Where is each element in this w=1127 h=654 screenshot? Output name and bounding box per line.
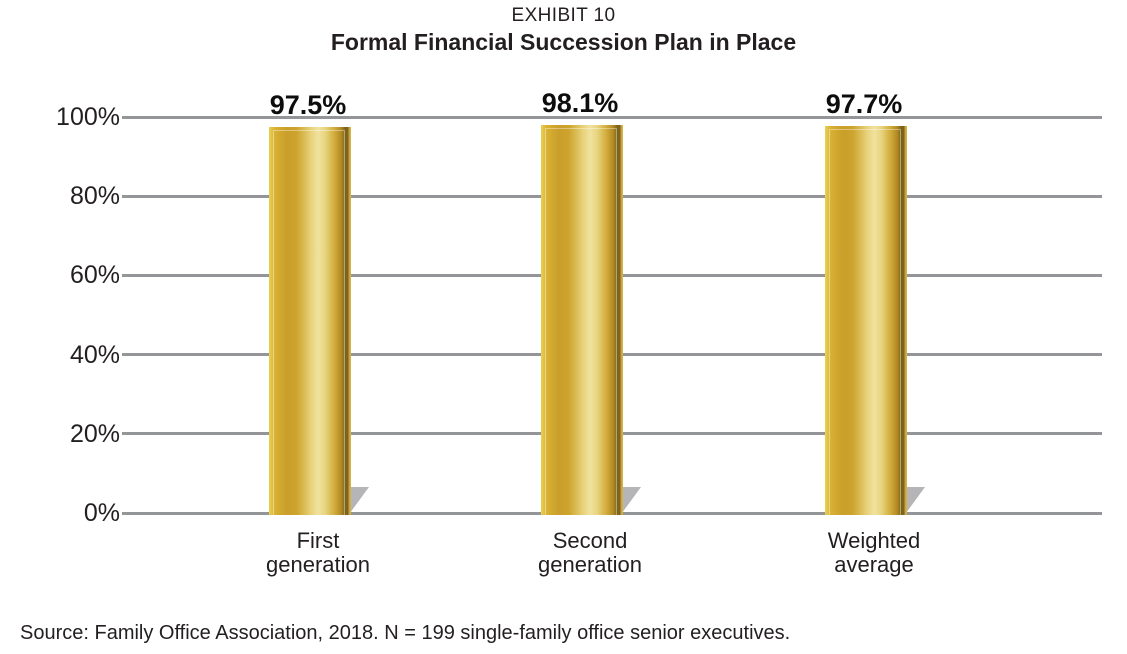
bar-shadow-second-generation	[622, 487, 641, 513]
exhibit-label: EXHIBIT 10	[511, 5, 616, 26]
bar-first-generation	[269, 126, 351, 516]
plot-area: 97.5% First generation 98.1% Second generat…	[122, 88, 1102, 577]
value-label-weighted-average: 97.7%	[825, 89, 903, 120]
source-note: Source: Family Office Association, 2018.…	[20, 622, 791, 644]
y-tick-label: 100%	[56, 103, 120, 131]
gridline	[122, 115, 1102, 119]
bar-second-generation	[541, 124, 623, 516]
chart-title: Formal Financial Succession Plan in Plac…	[330, 29, 797, 55]
value-label-first-generation: 97.5%	[269, 89, 347, 120]
bar-shadow-weighted-average	[906, 487, 925, 513]
y-tick-label: 60%	[69, 261, 120, 290]
bar-weighted-average	[825, 126, 907, 515]
category-label-first-generation: First generation	[266, 528, 370, 577]
y-tick-label: 40%	[69, 340, 120, 369]
category-label-weighted-average: Weighted average	[827, 528, 921, 577]
y-tick-label: 80%	[69, 182, 120, 211]
y-tick-label: 0%	[83, 499, 120, 527]
y-tick-label: 20%	[69, 419, 120, 448]
bar-shadow-first-generation	[350, 487, 369, 513]
category-label-second-generation: Second generation	[538, 528, 642, 577]
value-label-second-generation: 98.1%	[541, 87, 619, 118]
